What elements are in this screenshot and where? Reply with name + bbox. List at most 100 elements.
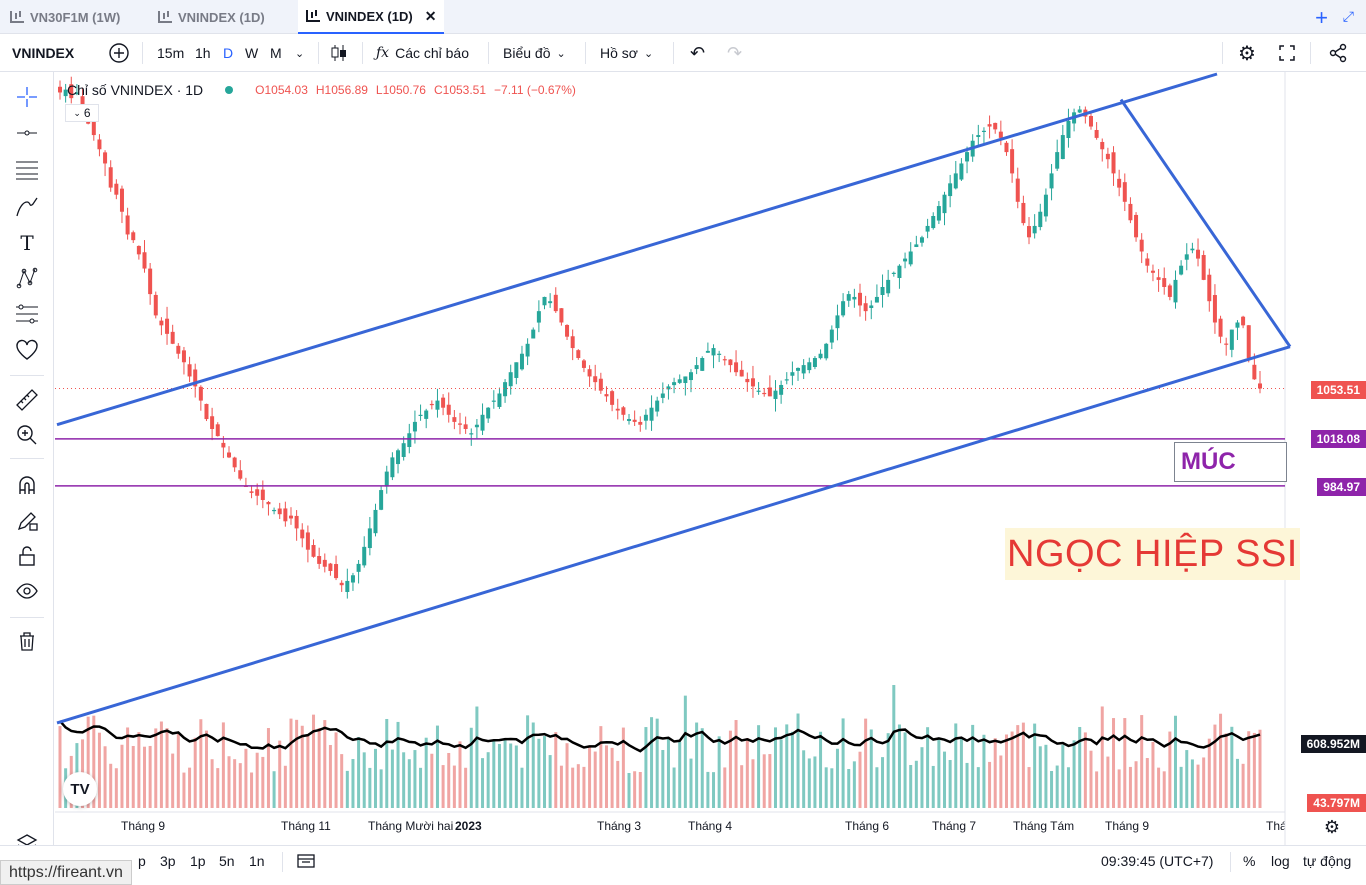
add-symbol-icon[interactable]: [108, 34, 130, 72]
indicators-button[interactable]: ƒx Các chỉ báo: [376, 45, 470, 61]
lock-icon[interactable]: [14, 543, 40, 569]
volume-bar: [143, 746, 147, 808]
tab-vnindex-1[interactable]: VNINDEX (1D): [158, 0, 265, 34]
volume-bar: [345, 770, 349, 808]
indicator-collapse[interactable]: ⌄ 6: [65, 104, 99, 122]
volume-bar: [447, 752, 451, 808]
clock-time[interactable]: 09:39:45 (UTC+7): [1101, 853, 1214, 869]
ruler-icon[interactable]: [14, 387, 40, 413]
interval-15m[interactable]: 15m: [157, 45, 185, 61]
fullscreen-icon[interactable]: [1278, 34, 1296, 72]
time-tick: Tháng 3: [597, 819, 641, 833]
close-icon[interactable]: ✕: [424, 7, 437, 24]
pencil-lock-icon[interactable]: [14, 508, 40, 534]
symbol-search[interactable]: VNINDEX: [12, 45, 75, 61]
candle-body: [125, 215, 130, 235]
candles-icon[interactable]: [330, 34, 348, 72]
magnet-icon[interactable]: [14, 472, 40, 498]
interval-d[interactable]: D: [223, 45, 234, 61]
range-5n[interactable]: 5n: [219, 853, 235, 869]
volume-bar: [475, 706, 479, 808]
candle-body: [880, 287, 885, 295]
candle-body: [74, 92, 79, 95]
candle-body: [232, 457, 237, 468]
candle-body: [908, 251, 913, 265]
candle-body: [1139, 239, 1144, 252]
volume-bar: [543, 736, 547, 808]
volume-bar: [340, 754, 344, 808]
range-3p[interactable]: 3p: [160, 853, 176, 869]
brush-icon[interactable]: [14, 194, 40, 220]
candle-body: [119, 188, 124, 212]
volume-bar: [1173, 715, 1177, 808]
undo-icon[interactable]: ↶: [690, 42, 706, 63]
date-range-icon[interactable]: [297, 846, 315, 876]
text-icon[interactable]: T: [20, 231, 34, 255]
volume-bar: [959, 738, 963, 808]
pattern-icon[interactable]: [14, 265, 40, 291]
volume-bar: [1027, 767, 1031, 808]
volume-bar: [971, 724, 975, 808]
candle-body: [311, 545, 316, 557]
volume-bar: [1258, 729, 1262, 808]
candle-body: [565, 324, 570, 337]
candle-body: [384, 471, 389, 487]
candle-body: [993, 122, 998, 130]
chart-area[interactable]: 1275.001250.001225.001200.001175.001150.…: [55, 72, 1366, 866]
redo-icon[interactable]: ↷: [727, 42, 743, 63]
volume-bar: [295, 719, 299, 808]
candle-body: [469, 433, 474, 435]
candle-body: [858, 292, 862, 306]
candle-body: [762, 392, 767, 395]
trend-line-icon[interactable]: [14, 120, 40, 146]
axis-settings-icon[interactable]: ⚙: [1323, 817, 1340, 837]
range-prefix[interactable]: p: [138, 853, 146, 869]
crosshair-icon[interactable]: [14, 84, 40, 110]
volume-bar: [97, 732, 101, 808]
profile-menu-button[interactable]: Hồ sơ ⌄: [600, 45, 654, 61]
tab-vnindex-2[interactable]: VNINDEX (1D) ✕: [298, 0, 445, 34]
candle-body: [750, 378, 755, 387]
settings-icon[interactable]: ⚙: [1238, 42, 1256, 65]
volume-bar: [323, 720, 327, 808]
horizontal-lines-icon[interactable]: [14, 156, 40, 182]
volume-bar: [1140, 715, 1144, 808]
interval-w[interactable]: W: [245, 45, 259, 61]
tab-vn30f1m[interactable]: VN30F1M (1W): [10, 0, 120, 34]
expand-icon[interactable]: ⤢: [1342, 8, 1354, 24]
interval-m[interactable]: M: [270, 45, 282, 61]
heart-icon[interactable]: [14, 337, 40, 363]
range-1p[interactable]: 1p: [190, 853, 206, 869]
volume-bar: [497, 744, 501, 808]
candle-body: [334, 564, 339, 579]
add-tab-icon[interactable]: +: [1315, 5, 1328, 30]
volume-bar: [655, 718, 659, 808]
volume-bar: [266, 728, 270, 808]
candle-body: [221, 442, 226, 448]
volume-bar: [926, 727, 930, 808]
legend-close: C1053.51: [433, 83, 487, 97]
range-1n[interactable]: 1n: [249, 853, 265, 869]
interval-1h[interactable]: 1h: [195, 45, 211, 61]
price-chart[interactable]: 1275.001250.001225.001200.001175.001150.…: [55, 72, 1366, 845]
eye-icon[interactable]: [14, 578, 40, 604]
zoom-in-icon[interactable]: [14, 422, 40, 448]
fib-icon[interactable]: [14, 301, 40, 327]
volume-bar: [1066, 767, 1070, 808]
candle-body: [1122, 182, 1127, 202]
volume-bar: [717, 736, 721, 808]
trash-icon[interactable]: [14, 628, 40, 654]
share-icon[interactable]: [1328, 34, 1348, 72]
log-toggle[interactable]: log: [1271, 853, 1290, 869]
percent-toggle[interactable]: %: [1243, 853, 1256, 869]
tradingview-logo-icon[interactable]: TV: [63, 772, 97, 806]
top-toolbar: VNINDEX 15m 1h D W M ⌄ ƒx Các chỉ báo Bi…: [0, 34, 1366, 72]
chevron-down-icon[interactable]: ⌄: [295, 47, 305, 60]
candle-body: [266, 501, 271, 505]
candle-body: [531, 329, 536, 339]
chart-menu-button[interactable]: Biểu đồ ⌄: [503, 45, 566, 61]
volume-bar: [976, 767, 980, 808]
volume-bar: [58, 726, 62, 808]
auto-toggle[interactable]: tự động: [1303, 853, 1352, 869]
volume-bar: [233, 759, 237, 808]
